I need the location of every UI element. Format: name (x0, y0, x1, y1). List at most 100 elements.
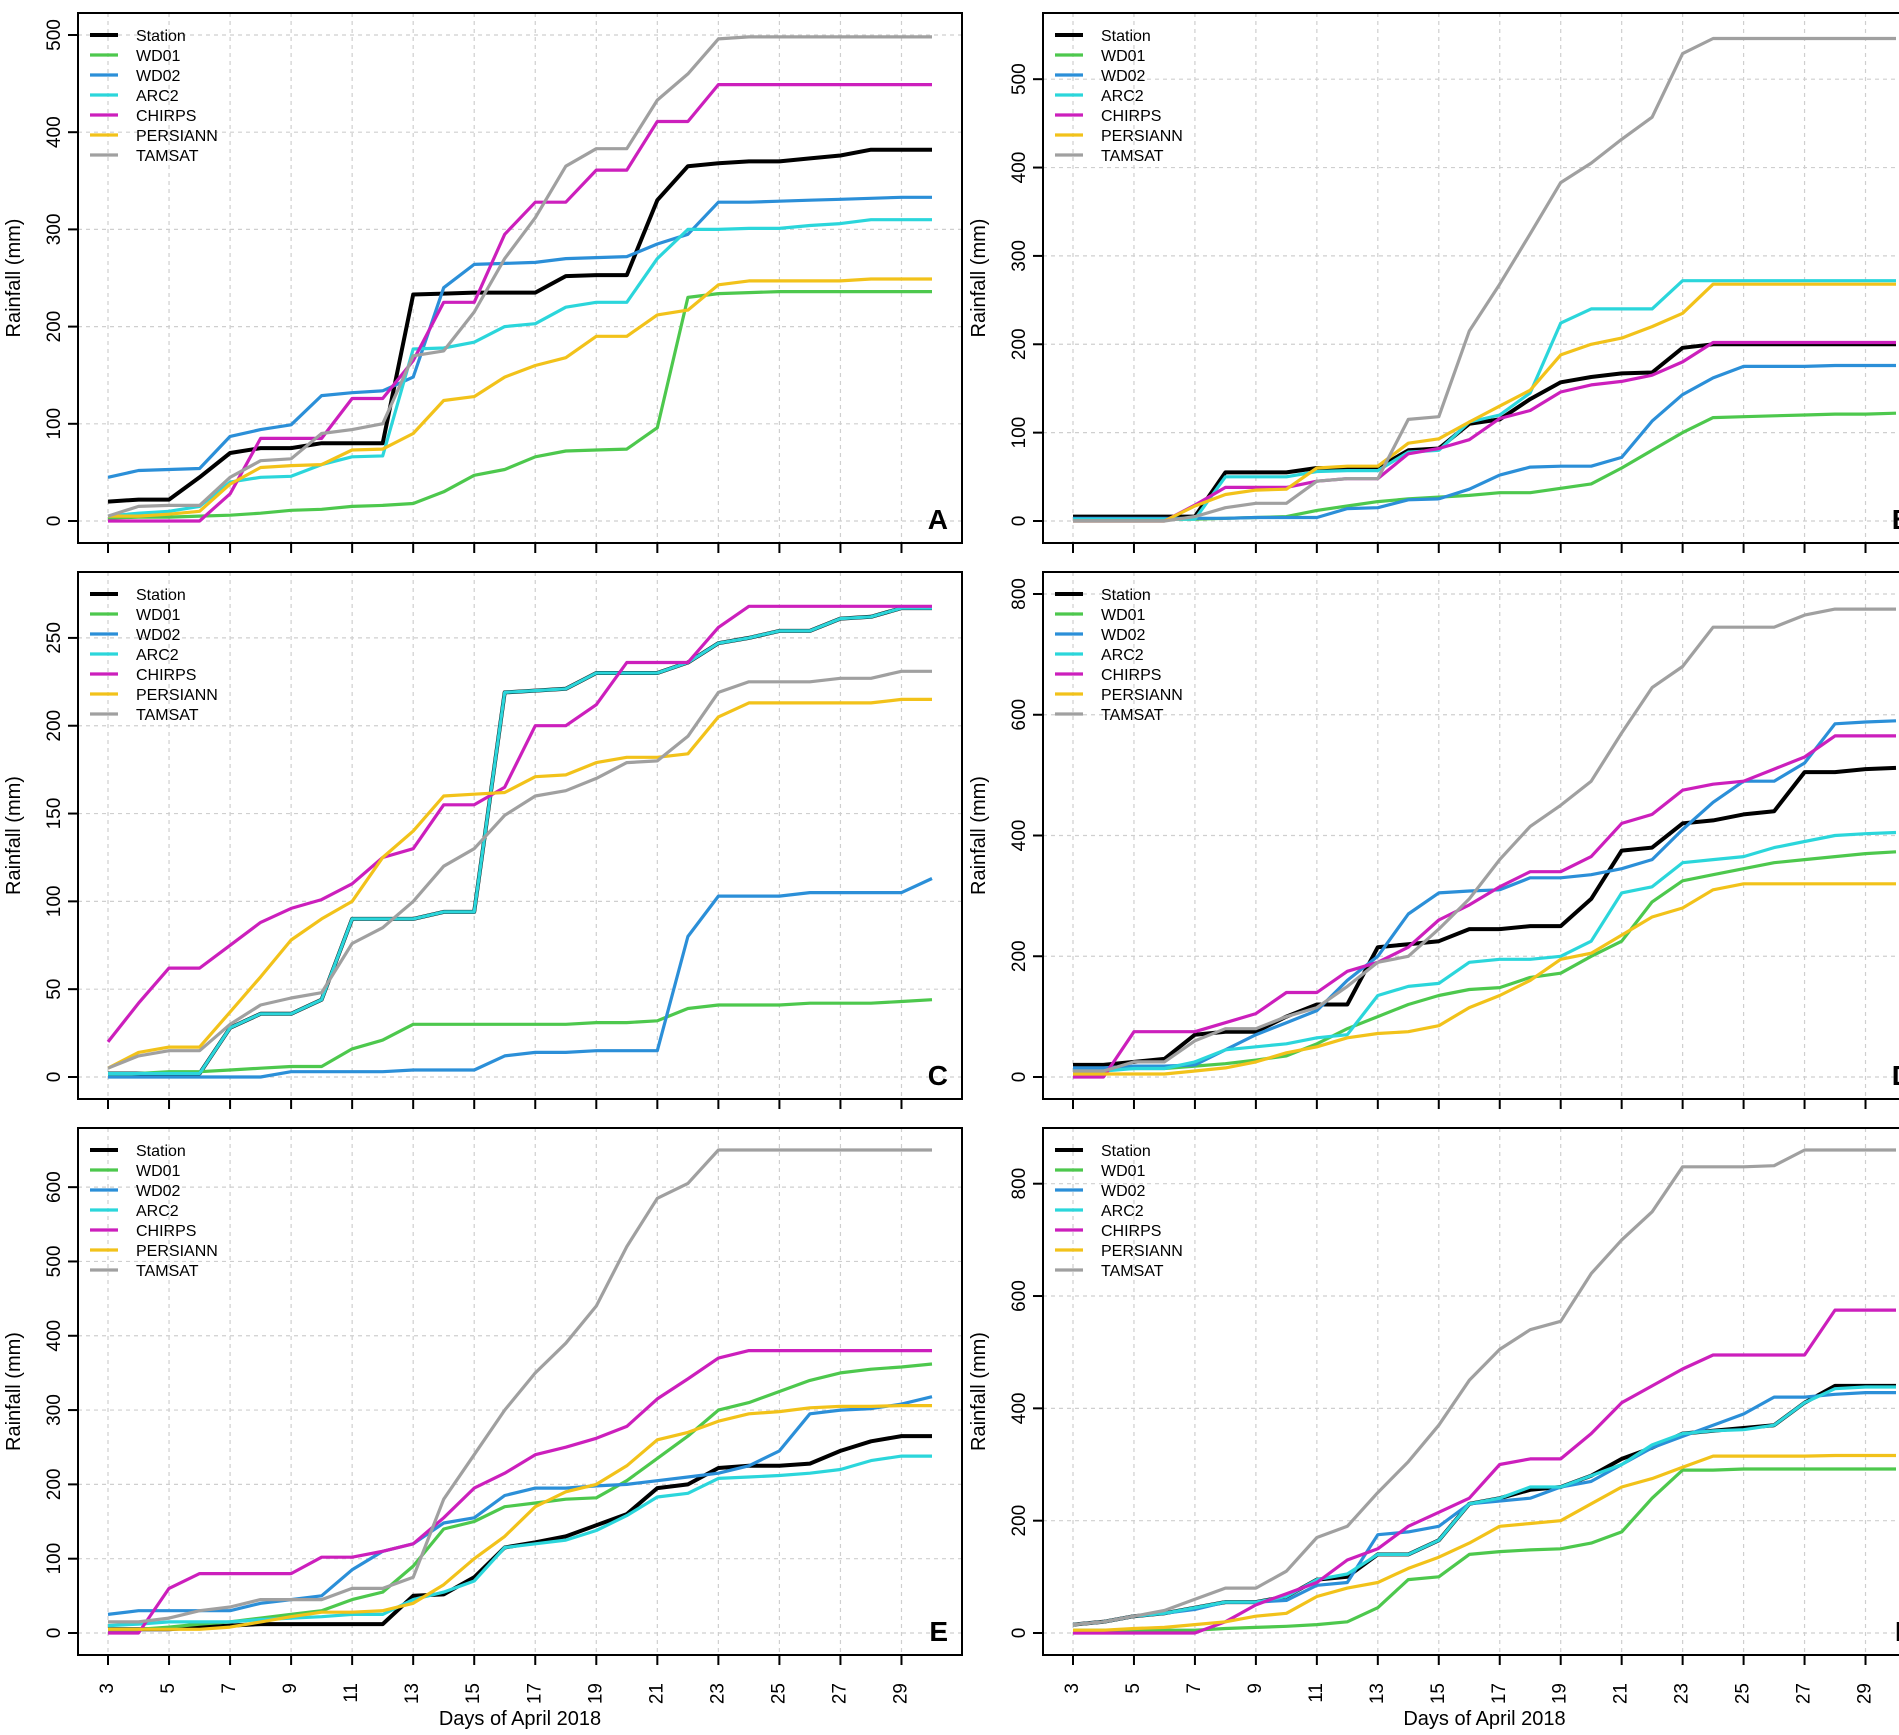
legend-label-chirps: CHIRPS (1101, 1223, 1161, 1240)
y-tick-label: 250 (44, 622, 65, 654)
legend-label-persiann: PERSIANN (136, 1243, 218, 1260)
y-axis-title: Rainfall (mm) (3, 219, 25, 338)
series-line-wd01 (1072, 850, 1897, 1073)
legend-label-wd01: WD01 (136, 607, 181, 624)
panel-label: A (928, 504, 948, 535)
y-tick-label: 0 (1009, 1072, 1030, 1083)
series-line-wd02 (107, 1395, 933, 1616)
x-tick-label: 11 (341, 1683, 362, 1703)
y-axis-title: Rainfall (mm) (968, 1332, 990, 1451)
series-line-arc2 (108, 606, 932, 1076)
y-tick-label: 200 (1009, 1505, 1030, 1537)
legend-label-chirps: CHIRPS (1101, 667, 1161, 684)
y-tick-label: 100 (44, 886, 65, 918)
y-tick-label: 600 (1009, 699, 1030, 731)
y-tick-label: 400 (1009, 820, 1030, 852)
legend: Station WD01 WD02 ARC2 CHIRPS PERSIANN TAMSAT (1055, 587, 1183, 724)
legend-label-wd02: WD02 (1101, 1183, 1146, 1200)
y-tick-label: 200 (1009, 940, 1030, 972)
legend-label-station: Station (136, 587, 186, 604)
chart-panel-d: 0 200 400 600 800 Rainfall (mm) Station WD01 WD0… (968, 571, 1899, 1109)
chart-panel-b: 0 100 200 300 400 500 Rainfall (mm) Station WD01… (968, 12, 1899, 553)
series-line-wd02 (1073, 363, 1896, 520)
x-tick-label: 15 (1428, 1683, 1449, 1704)
panel-label: F (1895, 1616, 1899, 1647)
legend-label-persiann: PERSIANN (136, 128, 218, 145)
series-line-arc2 (107, 218, 932, 518)
series-line-persiann (1073, 1453, 1896, 1632)
legend-label-wd02: WD02 (1101, 627, 1146, 644)
legend-label-tamsat: TAMSAT (1101, 707, 1164, 724)
y-tick-label: 600 (1009, 1280, 1030, 1312)
y-axis: 0 200 400 600 800 (1009, 578, 1043, 1082)
x-tick-label: 15 (463, 1683, 484, 1704)
series-line-tamsat (1073, 607, 1896, 1073)
series-line-wd01 (1073, 1467, 1896, 1632)
y-axis: 0 100 200 300 400 500 600 (44, 1171, 78, 1638)
series-line-chirps (108, 82, 932, 523)
y-tick-label: 300 (44, 1394, 65, 1426)
x-tick-label: 21 (646, 1683, 667, 1704)
y-tick-label: 500 (1009, 63, 1030, 95)
legend-label-wd02: WD02 (136, 1183, 181, 1200)
series-line-chirps (108, 1348, 932, 1635)
x-tick-label: 25 (768, 1683, 789, 1704)
grid-lines (1043, 572, 1899, 1099)
x-tick-label: 3 (1062, 1683, 1083, 1694)
panel-label: E (929, 1616, 948, 1647)
chart-panel-a: 0 100 200 300 400 500 Rainfall (mm) Station WD01… (3, 12, 963, 553)
y-tick-label: 300 (44, 214, 65, 246)
legend-label-persiann: PERSIANN (1101, 128, 1183, 145)
series-line-persiann (108, 1403, 932, 1631)
y-tick-label: 0 (44, 1628, 65, 1639)
legend-label-chirps: CHIRPS (136, 667, 196, 684)
x-tick-label: 27 (829, 1683, 850, 1704)
x-tick-label: 23 (1672, 1683, 1693, 1704)
legend-label-tamsat: TAMSAT (1101, 1263, 1164, 1280)
legend-label-wd01: WD01 (1101, 607, 1146, 624)
series-line-wd02 (1072, 1390, 1896, 1627)
series-line-wd02 (107, 195, 932, 479)
series-line-persiann (1073, 282, 1896, 523)
y-axis: 0 100 200 300 400 500 (44, 19, 78, 526)
legend-label-wd01: WD01 (136, 48, 181, 65)
panel-label: B (1892, 504, 1899, 535)
series-line-chirps (1073, 1308, 1896, 1635)
plot-frame (77, 12, 963, 544)
legend-label-tamsat: TAMSAT (136, 148, 199, 165)
x-tick-label: 19 (585, 1683, 606, 1704)
legend-label-arc2: ARC2 (136, 88, 179, 105)
x-axis (107, 1099, 903, 1109)
legend-label-arc2: ARC2 (136, 1203, 179, 1220)
y-tick-label: 0 (1009, 1628, 1030, 1639)
plot-frame (1042, 12, 1899, 544)
legend-label-station: Station (1101, 587, 1151, 604)
series-line-station (107, 147, 932, 504)
x-tick-label: 17 (1489, 1683, 1510, 1704)
y-tick-label: 50 (44, 979, 65, 1000)
chart-panel-c: 0 50 100 150 200 250 Rainfall (mm) Station WD01 W… (3, 571, 963, 1109)
series-line-station (1072, 1383, 1896, 1627)
grid-lines (78, 1128, 962, 1655)
y-tick-label: 0 (44, 516, 65, 527)
y-tick-label: 0 (44, 1072, 65, 1083)
y-tick-label: 800 (1009, 578, 1030, 610)
x-axis: 3 5 7 9 11 13 15 17 19 21 23 25 27 29 (97, 1655, 911, 1704)
series-layer (1073, 36, 1897, 523)
y-tick-label: 400 (1009, 1392, 1030, 1424)
legend-label-tamsat: TAMSAT (136, 1263, 199, 1280)
y-tick-label: 200 (44, 710, 65, 742)
y-tick-label: 200 (44, 311, 65, 343)
legend-label-persiann: PERSIANN (136, 687, 218, 704)
legend-label-wd02: WD02 (136, 627, 181, 644)
y-tick-label: 200 (1009, 328, 1030, 360)
x-tick-label: 25 (1733, 1683, 1754, 1704)
x-tick-label: 3 (97, 1683, 118, 1694)
grid-lines (78, 572, 962, 1099)
series-layer (107, 35, 932, 523)
legend-label-tamsat: TAMSAT (1101, 148, 1164, 165)
x-tick-label: 13 (402, 1683, 423, 1704)
x-axis: 3 5 7 9 11 13 15 17 19 21 23 25 27 29 (1062, 1655, 1876, 1704)
legend-label-chirps: CHIRPS (136, 108, 196, 125)
